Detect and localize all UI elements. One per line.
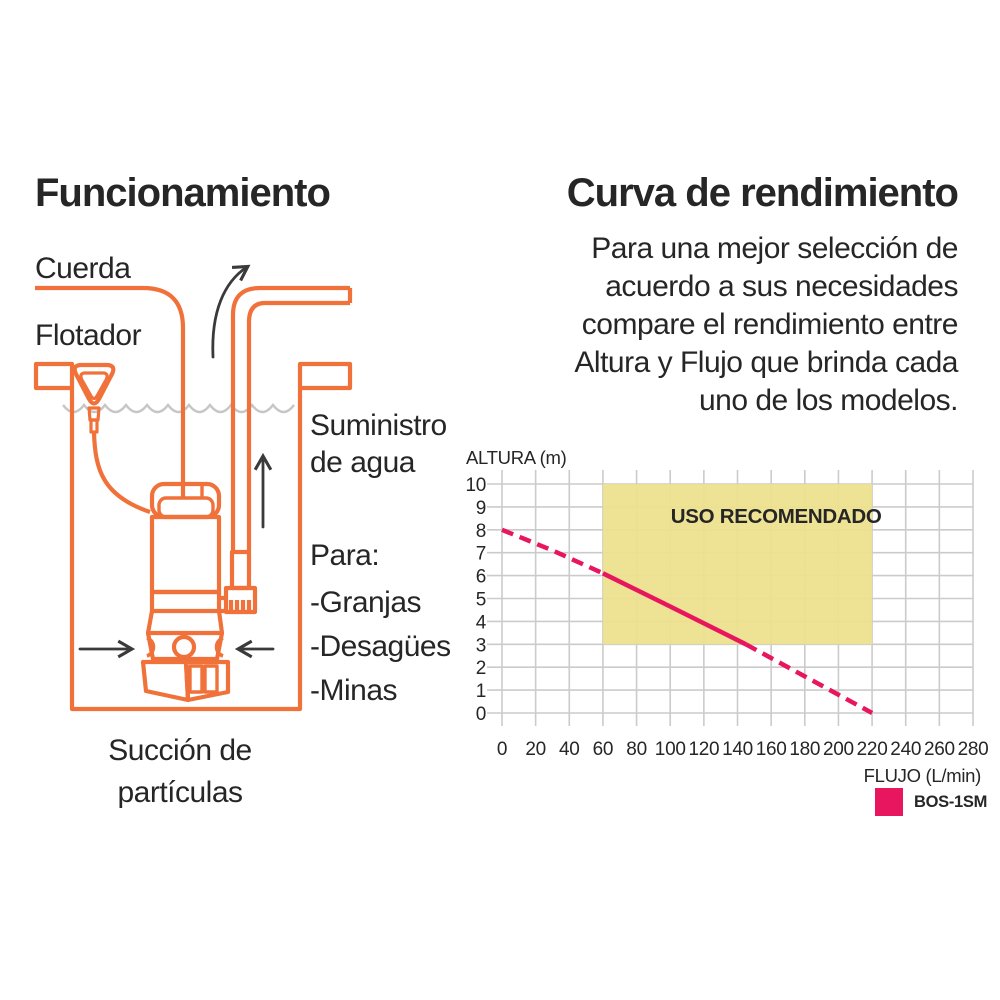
float-switch — [72, 362, 151, 514]
x-tick-label: 140 — [722, 739, 753, 760]
label-water-supply: Suministro de agua — [310, 409, 447, 479]
rope-line — [35, 285, 186, 498]
performance-description: Para una mejor selección de acuerdo a su… — [574, 232, 958, 417]
right-panel-title: Curva de rendimiento — [566, 171, 959, 215]
series-BOS-1SM-dashed — [744, 642, 874, 715]
legend-color-swatch — [875, 788, 903, 816]
label-float: Flotador — [35, 319, 142, 352]
discharge-pipe — [219, 285, 353, 615]
x-tick-label: 280 — [958, 739, 989, 760]
series-BOS-1SM-dashed — [501, 527, 604, 576]
x-axis-title: FLUJO (L/min) — [864, 765, 982, 786]
label-use-mines: -Minas — [310, 674, 398, 707]
outflow-curved-arrow — [211, 264, 251, 359]
x-tick-label: 120 — [688, 739, 719, 760]
left-panel-title: Funcionamiento — [35, 171, 331, 215]
tank — [33, 361, 353, 712]
label-uses-heading: Para: — [310, 539, 380, 572]
x-tick-label: 180 — [789, 739, 820, 760]
x-tick-label: 80 — [626, 739, 647, 760]
series-BOS-1SM-solid — [601, 571, 747, 647]
x-tick-label: 200 — [823, 739, 854, 760]
y-tick-label: 4 — [476, 612, 487, 633]
x-tick-label: 60 — [593, 739, 614, 760]
y-tick-label: 1 — [476, 681, 486, 702]
pump-operation-diagram — [33, 264, 353, 712]
legend-label: BOS-1SM — [914, 792, 988, 811]
x-tick-label: 220 — [857, 739, 888, 760]
x-tick-label: 0 — [497, 739, 507, 760]
y-tick-label: 7 — [476, 544, 486, 565]
x-tick-label: 100 — [655, 739, 686, 760]
x-tick-label: 240 — [890, 739, 921, 760]
x-tick-label: 260 — [924, 739, 955, 760]
label-particle-suction: Succión de partículas — [108, 734, 252, 809]
x-tick-label: 40 — [559, 739, 580, 760]
y-tick-label: 9 — [476, 498, 486, 519]
label-use-farms: -Granjas — [310, 586, 422, 619]
y-tick-label: 10 — [465, 475, 486, 496]
y-axis-title: ALTURA (m) — [466, 447, 567, 468]
submersible-pump — [140, 481, 231, 703]
y-tick-label: 0 — [476, 704, 486, 725]
y-tick-label: 5 — [476, 590, 486, 611]
y-tick-label: 8 — [476, 521, 486, 542]
y-tick-label: 3 — [476, 635, 486, 656]
x-tick-label: 20 — [525, 739, 546, 760]
y-tick-label: 6 — [476, 567, 486, 588]
water-surface-waves — [62, 403, 295, 414]
y-tick-label: 2 — [476, 658, 486, 679]
recommended-zone-label: USO RECOMENDADO — [671, 505, 882, 528]
recommended-zone — [602, 484, 873, 645]
label-rope: Cuerda — [35, 252, 131, 285]
label-use-drains: -Desagües — [310, 630, 451, 663]
legend: BOS-1SM — [875, 788, 987, 816]
x-tick-label: 160 — [756, 739, 787, 760]
